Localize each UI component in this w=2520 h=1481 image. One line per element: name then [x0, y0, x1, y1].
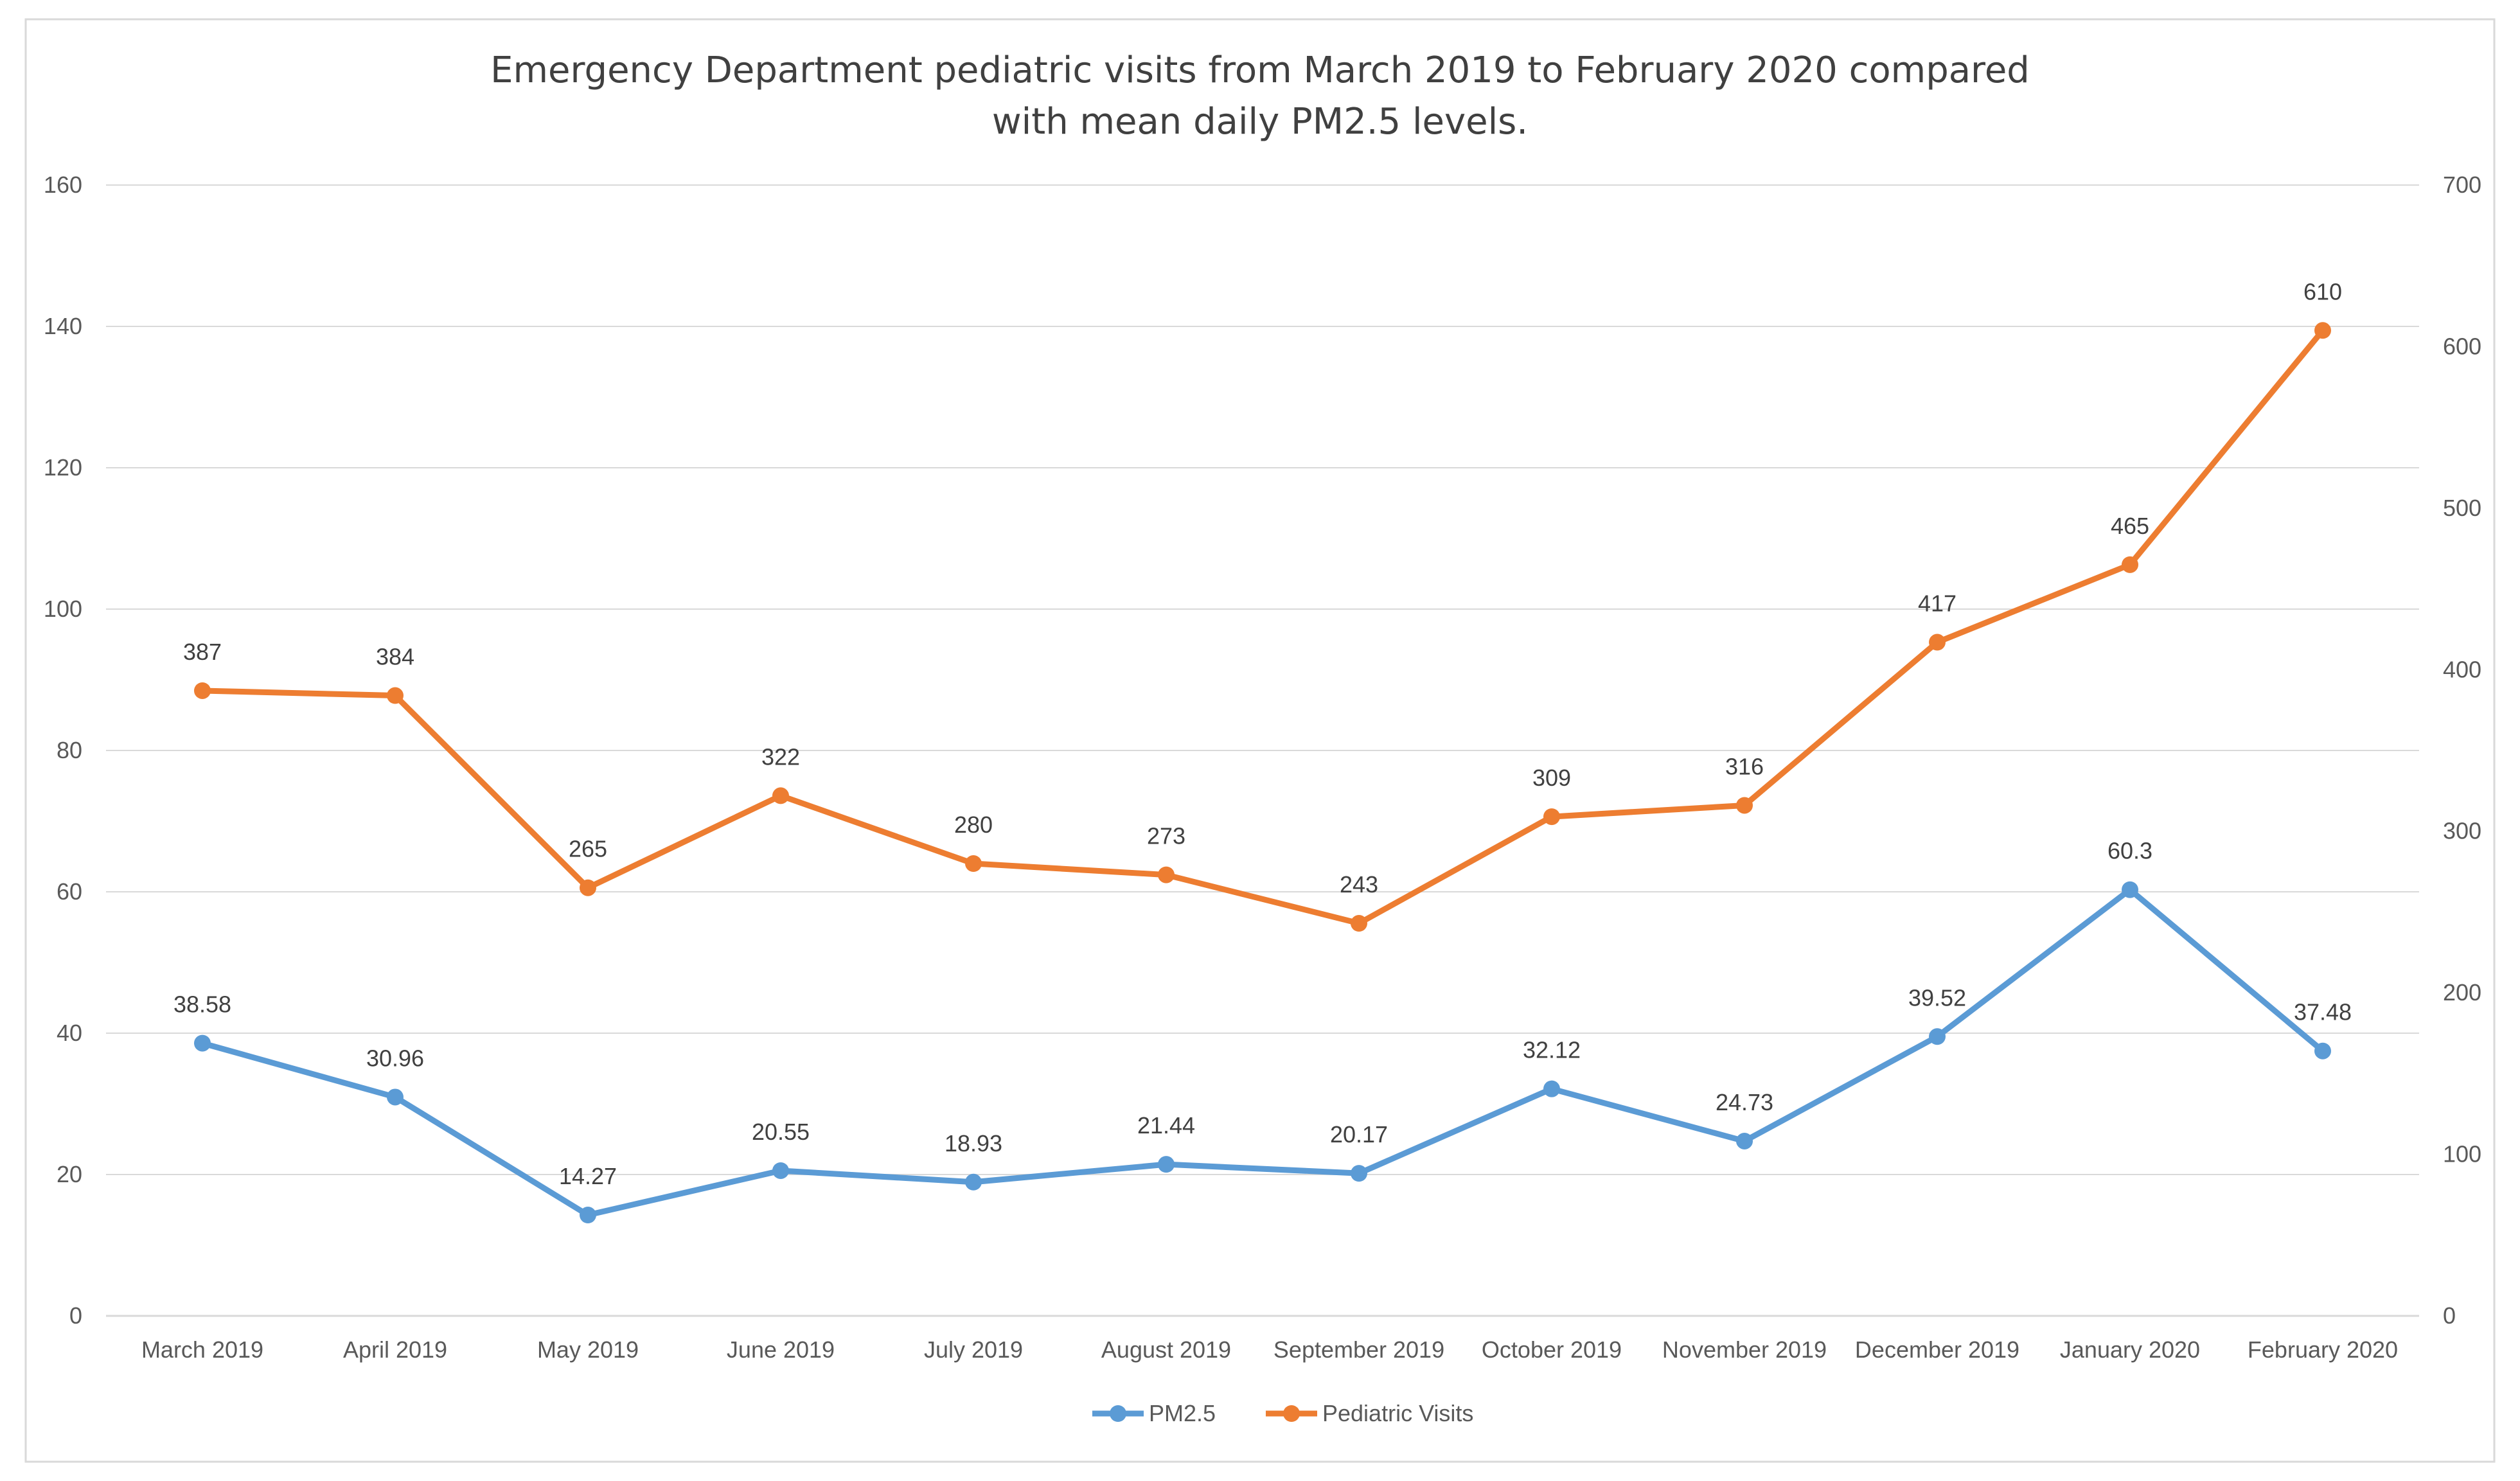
data-label-pediatric-visits: 384	[376, 644, 414, 670]
x-tick-label: July 2019	[924, 1336, 1023, 1363]
x-tick-label: March 2019	[141, 1336, 263, 1363]
chart-title-line-2: with mean daily PM2.5 levels.	[992, 101, 1528, 143]
data-point-pediatric-visits	[2122, 556, 2138, 573]
left-y-tick-label: 80	[57, 737, 82, 763]
chart-border	[24, 18, 2496, 1463]
data-point-pm2-5	[387, 1088, 404, 1106]
x-tick-label: December 2019	[1855, 1336, 2019, 1363]
legend: PM2.5 Pediatric Visits	[1092, 1400, 1473, 1426]
data-label-pm2-5: 30.96	[366, 1045, 424, 1071]
data-label-pm2-5: 38.58	[173, 991, 231, 1018]
left-y-tick-label: 100	[44, 596, 82, 622]
data-label-pm2-5: 24.73	[1716, 1089, 1773, 1115]
x-tick-label: June 2019	[727, 1336, 835, 1363]
data-point-pm2-5	[1158, 1156, 1175, 1173]
data-point-pm2-5	[194, 1034, 211, 1052]
x-tick-label: May 2019	[537, 1336, 639, 1363]
data-point-pm2-5	[1543, 1080, 1560, 1097]
data-label-pm2-5: 32.12	[1523, 1037, 1581, 1063]
legend-label-pediatric-visits: Pediatric Visits	[1322, 1400, 1473, 1426]
data-label-pediatric-visits: 280	[954, 811, 993, 838]
left-y-tick-label: 40	[57, 1020, 82, 1046]
data-label-pediatric-visits: 265	[569, 836, 607, 862]
data-label-pm2-5: 37.48	[2294, 999, 2352, 1025]
x-tick-label: September 2019	[1273, 1336, 1444, 1363]
legend-marker-pm2-5	[1110, 1405, 1126, 1422]
data-label-pediatric-visits: 316	[1725, 753, 1764, 779]
left-y-tick-label: 120	[44, 454, 82, 481]
right-y-tick-label: 100	[2443, 1141, 2481, 1167]
data-label-pm2-5: 18.93	[945, 1130, 1002, 1157]
x-tick-label: April 2019	[343, 1336, 447, 1363]
data-point-pediatric-visits	[1929, 634, 1946, 651]
data-label-pm2-5: 21.44	[1137, 1112, 1195, 1139]
right-y-tick-label: 500	[2443, 495, 2481, 521]
data-label-pediatric-visits: 417	[1918, 590, 1957, 617]
data-point-pediatric-visits	[965, 855, 982, 872]
right-y-tick-label: 200	[2443, 979, 2481, 1006]
left-y-tick-label: 0	[69, 1302, 82, 1329]
data-point-pediatric-visits	[580, 879, 596, 896]
data-label-pediatric-visits: 465	[2111, 513, 2149, 539]
series-pm2-5: 38.58 30.96 14.27 20.55 18.93 21.44 20.17 32.12…	[173, 838, 2352, 1224]
data-label-pm2-5: 60.3	[2107, 838, 2152, 864]
data-label-pm2-5: 20.55	[752, 1119, 810, 1145]
x-axis: March 2019 April 2019 May 2019 June 2019 Jul…	[141, 1336, 2398, 1363]
data-label-pediatric-visits: 322	[761, 743, 800, 770]
data-point-pm2-5	[2122, 881, 2138, 898]
data-label-pediatric-visits: 309	[1532, 765, 1571, 791]
x-tick-label: November 2019	[1662, 1336, 1827, 1363]
data-point-pm2-5	[2314, 1042, 2331, 1060]
right-y-tick-label: 300	[2443, 818, 2481, 844]
data-point-pediatric-visits	[1158, 866, 1175, 883]
left-y-tick-label: 160	[44, 172, 82, 198]
data-label-pediatric-visits: 243	[1340, 871, 1378, 898]
data-label-pediatric-visits: 273	[1147, 823, 1185, 849]
data-point-pm2-5	[580, 1207, 596, 1224]
legend-marker-pediatric-visits	[1283, 1405, 1300, 1422]
legend-item-pediatric-visits: Pediatric Visits	[1266, 1400, 1473, 1426]
right-y-tick-label: 0	[2443, 1302, 2456, 1329]
series-pediatric-visits: 387 384 265 322 280 273 243 309 316 417 465 610	[183, 278, 2342, 932]
data-point-pediatric-visits	[194, 682, 211, 699]
data-label-pediatric-visits: 610	[2303, 278, 2342, 305]
left-y-tick-label: 20	[57, 1161, 82, 1187]
left-y-tick-label: 60	[57, 878, 82, 905]
data-point-pm2-5	[1929, 1028, 1946, 1045]
right-y-tick-label: 700	[2443, 172, 2481, 198]
x-tick-label: January 2020	[2060, 1336, 2200, 1363]
x-tick-label: February 2020	[2248, 1336, 2398, 1363]
gridlines	[106, 184, 2419, 1317]
x-tick-label: October 2019	[1482, 1336, 1622, 1363]
series-layer: 38.58 30.96 14.27 20.55 18.93 21.44 20.17 32.12…	[173, 278, 2352, 1224]
data-point-pediatric-visits	[1543, 808, 1560, 826]
right-y-tick-label: 400	[2443, 656, 2481, 682]
left-y-tick-label: 140	[44, 313, 82, 339]
data-label-pm2-5: 20.17	[1330, 1121, 1388, 1148]
left-y-axis: 0 20 40 60 80 100 120 140 160	[44, 172, 82, 1329]
x-tick-label: August 2019	[1101, 1336, 1231, 1363]
data-point-pm2-5	[1351, 1165, 1367, 1182]
data-label-pediatric-visits: 387	[183, 639, 222, 665]
data-point-pediatric-visits	[1351, 915, 1367, 932]
data-label-pm2-5: 14.27	[559, 1163, 617, 1189]
data-point-pm2-5	[1736, 1132, 1753, 1149]
right-y-axis: 0 100 200 300 400 500 600 700	[2443, 172, 2481, 1329]
chart-title-line-1: Emergency Department pediatric visits fr…	[490, 49, 2030, 91]
legend-label-pm2-5: PM2.5	[1149, 1400, 1216, 1426]
legend-item-pm2-5: PM2.5	[1092, 1400, 1216, 1426]
data-point-pm2-5	[965, 1173, 982, 1191]
series-line-pediatric-visits	[199, 327, 2326, 927]
data-point-pediatric-visits	[387, 687, 404, 704]
data-label-pm2-5: 39.52	[1908, 984, 1966, 1011]
right-y-tick-label: 600	[2443, 333, 2481, 359]
data-point-pediatric-visits	[772, 787, 789, 804]
data-point-pm2-5	[772, 1162, 789, 1179]
data-point-pediatric-visits	[2314, 322, 2331, 339]
series-line-pm2-5	[199, 887, 2326, 1218]
data-point-pediatric-visits	[1736, 797, 1753, 814]
